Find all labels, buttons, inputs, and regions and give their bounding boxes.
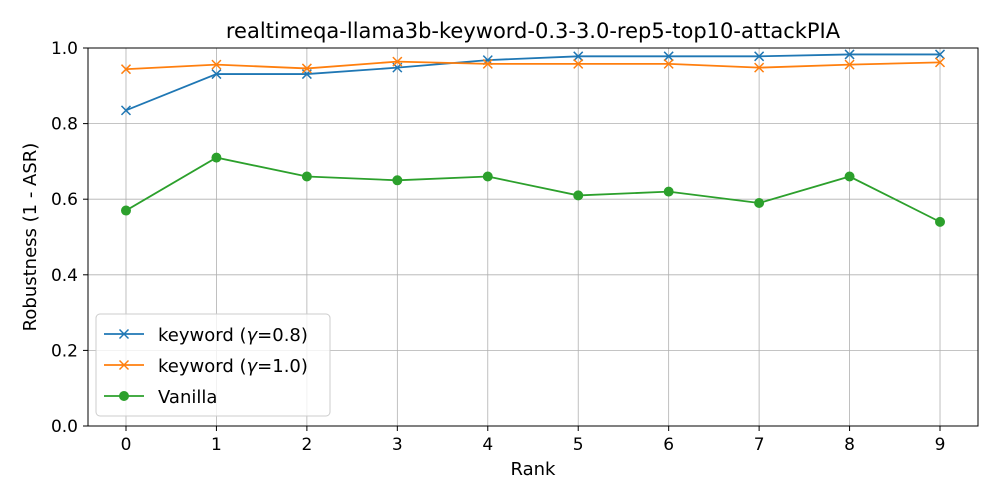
series-line <box>125 60 941 71</box>
series-1 <box>120 56 946 75</box>
legend-label: Vanilla <box>158 387 217 408</box>
data-point <box>935 216 946 227</box>
y-tick-label: 0.8 <box>51 115 78 135</box>
data-point <box>120 64 132 75</box>
y-tick-label: 0.0 <box>51 417 78 437</box>
data-point <box>120 105 132 116</box>
series-line <box>125 156 941 223</box>
data-point <box>754 197 765 208</box>
x-axis-label: Rank <box>511 459 557 480</box>
series-2 <box>120 152 946 227</box>
data-point <box>844 171 855 182</box>
data-point <box>120 205 131 216</box>
legend-marker <box>118 359 130 371</box>
data-point <box>754 62 765 73</box>
data-point <box>844 59 855 70</box>
plot-frame <box>87 47 979 427</box>
data-point <box>663 186 674 197</box>
legend-marker <box>119 391 129 401</box>
x-tick-label: 1 <box>211 435 222 455</box>
data-point <box>573 190 584 201</box>
x-axis-ticks: 0 1 2 3 4 5 6 7 8 9 <box>121 426 946 455</box>
y-tick-label: 0.2 <box>51 341 78 361</box>
data-point <box>392 175 403 186</box>
data-point <box>573 51 584 62</box>
data-point <box>211 69 222 80</box>
legend-entry: Vanilla <box>104 387 217 408</box>
data-point <box>844 49 855 60</box>
series-layer <box>120 49 946 227</box>
x-tick-label: 6 <box>663 435 674 455</box>
legend-entry: keyword (γ=1.0) <box>104 356 308 377</box>
legend-marker <box>118 328 130 340</box>
y-tick-label: 0.6 <box>51 190 78 210</box>
legend: keyword (γ=0.8) keyword (γ=1.0) Vanilla <box>95 313 331 417</box>
y-tick-label: 0.4 <box>51 266 78 286</box>
data-point <box>211 152 222 163</box>
x-tick-label: 3 <box>392 435 403 455</box>
x-tick-label: 4 <box>482 435 493 455</box>
data-point <box>663 58 674 69</box>
data-point <box>301 171 312 182</box>
series-0 <box>120 49 946 116</box>
legend-label: keyword (γ=0.8) <box>158 325 308 346</box>
data-point <box>301 63 312 74</box>
legend-entry: keyword (γ=0.8) <box>104 325 308 346</box>
x-tick-label: 7 <box>754 435 765 455</box>
data-point <box>754 51 765 62</box>
data-point <box>392 56 403 67</box>
data-point <box>482 171 493 182</box>
x-tick-label: 8 <box>844 435 855 455</box>
y-axis-ticks: 0.0 0.2 0.4 0.6 0.8 1.0 <box>51 39 88 437</box>
x-tick-label: 9 <box>935 435 946 455</box>
series-line <box>125 53 941 112</box>
data-point <box>663 51 674 62</box>
data-point <box>934 57 946 68</box>
x-tick-label: 0 <box>121 435 132 455</box>
data-point <box>211 59 222 70</box>
legend-box <box>95 313 331 417</box>
x-tick-label: 2 <box>301 435 312 455</box>
legend-label: keyword (γ=1.0) <box>158 356 308 377</box>
chart-title: realtimeqa-llama3b-keyword-0.3-3.0-rep5-… <box>226 19 841 43</box>
data-point <box>482 58 493 69</box>
data-point <box>573 58 584 69</box>
x-tick-label: 5 <box>573 435 584 455</box>
y-axis-label: Robustness (1 - ASR) <box>20 143 41 332</box>
y-tick-label: 1.0 <box>51 39 78 59</box>
data-point <box>934 49 946 60</box>
